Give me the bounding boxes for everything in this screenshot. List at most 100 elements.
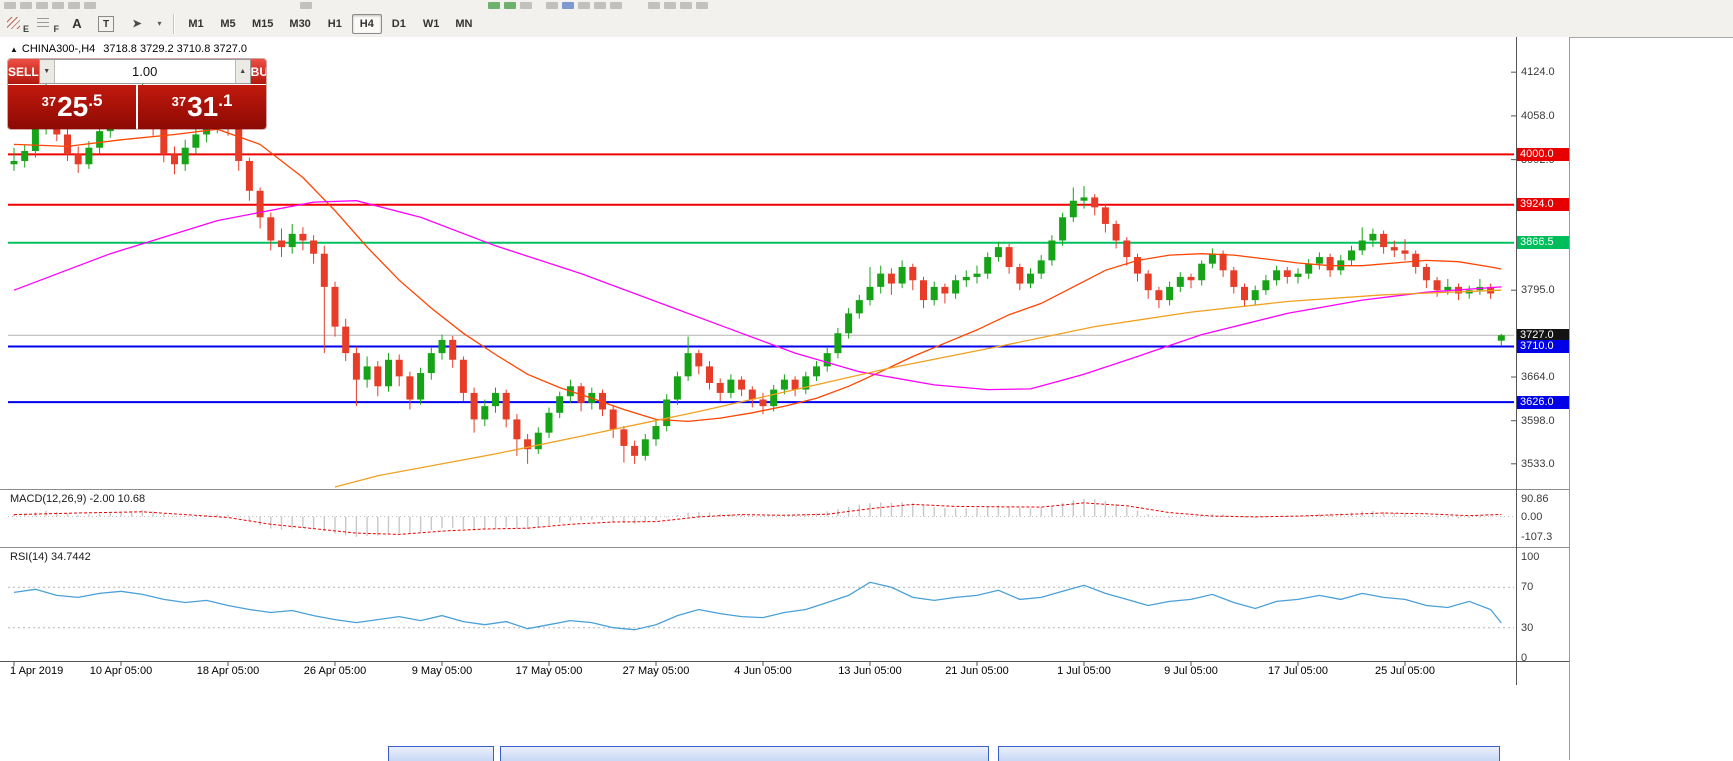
rsi-axis-tick: 30 — [1521, 621, 1534, 634]
arrow-tool-button[interactable]: ➤ — [124, 13, 150, 34]
volume-increment-button[interactable]: ▲ — [234, 60, 250, 83]
toolbar-fragment-icon — [648, 2, 660, 9]
volume-input[interactable] — [54, 60, 235, 83]
macd-axis-tick: 90.86 — [1521, 492, 1549, 505]
sell-button[interactable]: SELL — [8, 59, 39, 84]
timeframe-bar: M1 M5 M15 M30 H1 H4 D1 W1 MN — [181, 13, 481, 34]
chart-header: ▲ CHINA300-,H4 3718.8 3729.2 3710.8 3727.0 — [10, 43, 247, 55]
price-axis-separator — [1516, 37, 1517, 685]
fibonacci-tool-button[interactable]: F — [34, 13, 60, 34]
time-axis-label: 1 Apr 2019 — [10, 665, 64, 677]
toolbar-fragment-icon — [504, 2, 516, 9]
minimized-window-1[interactable] — [388, 746, 494, 761]
toolbar-fragment-icon — [520, 2, 532, 9]
toolbar-fragment-icon — [20, 2, 32, 9]
toolbar-fragment-icon — [610, 2, 622, 9]
time-axis-label: 27 May 05:00 — [622, 665, 690, 677]
panel-splitter-macd[interactable] — [0, 489, 1569, 490]
toolbar-fragment-icon — [52, 2, 64, 9]
buy-button[interactable]: BUY — [250, 59, 266, 84]
toolbar-row-partial — [0, 0, 1733, 10]
volume-box: ▼ ▲ — [38, 59, 251, 84]
chart-canvas[interactable] — [0, 37, 1569, 760]
buy-price-quote[interactable]: 37 31.1 — [138, 85, 266, 129]
price-axis-tick: 3533.0 — [1521, 457, 1555, 470]
price-axis-tick: 4058.0 — [1521, 109, 1555, 122]
text-label-icon: A — [72, 16, 82, 31]
panel-splitter-rsi[interactable] — [0, 547, 1569, 548]
toolbar-fragment-icon — [578, 2, 590, 9]
time-axis-label: 9 Jul 05:00 — [1164, 665, 1218, 677]
time-axis-label: 21 Jun 05:00 — [945, 665, 1009, 677]
fibonacci-icon: F — [53, 24, 60, 34]
rsi-axis-tick: 100 — [1521, 551, 1540, 563]
toolbar-fragment-icon — [36, 2, 48, 9]
toolbar-fragment-icon — [84, 2, 96, 9]
time-axis-separator — [0, 661, 1569, 662]
timeframe-h1-button[interactable]: H1 — [327, 17, 342, 30]
time-axis-label: 13 Jun 05:00 — [838, 665, 902, 677]
toolbar-fragment-icon — [696, 2, 708, 9]
toolbar-fragment-icon — [594, 2, 606, 9]
toolbar-separator — [173, 13, 175, 34]
price-axis-tick: 3664.0 — [1521, 370, 1555, 383]
arrow-tools-icon: ➤ — [132, 18, 142, 30]
toolbar-fragment-icon — [562, 2, 574, 9]
macd-label: MACD(12,26,9) -2.00 10.68 — [10, 493, 146, 505]
timeframe-d1-button[interactable]: D1 — [391, 17, 406, 30]
rsi-axis-tick: 0 — [1521, 652, 1528, 664]
price-axis-badge: 3710.0 — [1517, 340, 1569, 353]
volume-decrement-button[interactable]: ▼ — [39, 60, 55, 83]
toolbar-fragment-icon — [546, 2, 558, 9]
price-axis-badge: 3626.0 — [1517, 395, 1569, 409]
rsi-axis-tick: 70 — [1521, 581, 1534, 594]
toolbar-fragment-icon — [680, 2, 692, 9]
minimized-window-2[interactable] — [500, 746, 989, 761]
sell-price-quote[interactable]: 37 25.5 — [8, 85, 136, 129]
time-axis-label: 1 Jul 05:00 — [1057, 665, 1111, 677]
price-axis-badge: 3866.5 — [1517, 236, 1569, 250]
toolbar-fragment-icon — [4, 2, 16, 9]
toolbar-fragment-icon — [664, 2, 676, 9]
text-icon: T — [98, 16, 114, 32]
equidistant-channel-tool-button[interactable]: E — [4, 13, 30, 34]
time-axis-label: 17 May 05:00 — [515, 665, 583, 677]
time-axis-label: 25 Jul 05:00 — [1375, 665, 1435, 677]
time-axis-label: 4 Jun 05:00 — [734, 665, 792, 677]
symbol-period-label: CHINA300-,H4 — [21, 43, 96, 55]
price-axis-tick: 3598.0 — [1521, 414, 1555, 427]
price-axis-tick: 3795.0 — [1521, 284, 1555, 297]
toolbar-fragment-icon — [488, 2, 500, 9]
time-axis-label: 10 Apr 05:00 — [89, 665, 153, 677]
timeframe-mn-button[interactable]: MN — [455, 17, 473, 30]
time-axis-label: 17 Jul 05:00 — [1268, 665, 1328, 677]
timeframe-w1-button[interactable]: W1 — [422, 17, 440, 30]
price-axis-badge: 3924.0 — [1517, 198, 1569, 212]
time-axis-label: 18 Apr 05:00 — [196, 665, 260, 677]
toolbar-fragment-icon — [300, 2, 312, 9]
chevron-down-icon: ▾ — [157, 19, 162, 28]
timeframe-m1-button[interactable]: M1 — [188, 17, 204, 30]
price-axis-tick: 4124.0 — [1521, 66, 1555, 79]
toolbar-fragment-icon — [68, 2, 80, 9]
price-axis-badge: 3727.0 — [1517, 328, 1569, 342]
chart-window: ▲ CHINA300-,H4 3718.8 3729.2 3710.8 3727.0… — [0, 37, 1570, 760]
macd-axis-tick: -107.3 — [1521, 531, 1553, 544]
rsi-label: RSI(14) 34.7442 — [10, 551, 91, 563]
text-label-tool-button[interactable]: A — [64, 13, 90, 34]
timeframe-m30-button[interactable]: M30 — [289, 17, 311, 30]
timeframe-h4-button[interactable]: H4 — [351, 13, 382, 34]
time-axis-label: 26 Apr 05:00 — [303, 665, 367, 677]
timeframe-m15-button[interactable]: M15 — [252, 17, 274, 30]
minimized-window-3[interactable] — [998, 746, 1500, 761]
equidistant-channel-icon: E — [22, 24, 29, 34]
timeframe-m5-button[interactable]: M5 — [220, 17, 236, 30]
time-axis-label: 9 May 05:00 — [411, 665, 473, 677]
arrow-dropdown-caret[interactable]: ▾ — [154, 13, 165, 34]
text-tool-button[interactable]: T — [94, 13, 120, 34]
macd-axis-tick: 0.00 — [1521, 510, 1543, 523]
toolbar: E F A T ➤ ▾ M1 M5 M15 M30 H1 H4 D1 W1 MN — [0, 0, 1733, 38]
collapse-trade-panel-icon[interactable]: ▲ — [10, 45, 18, 54]
